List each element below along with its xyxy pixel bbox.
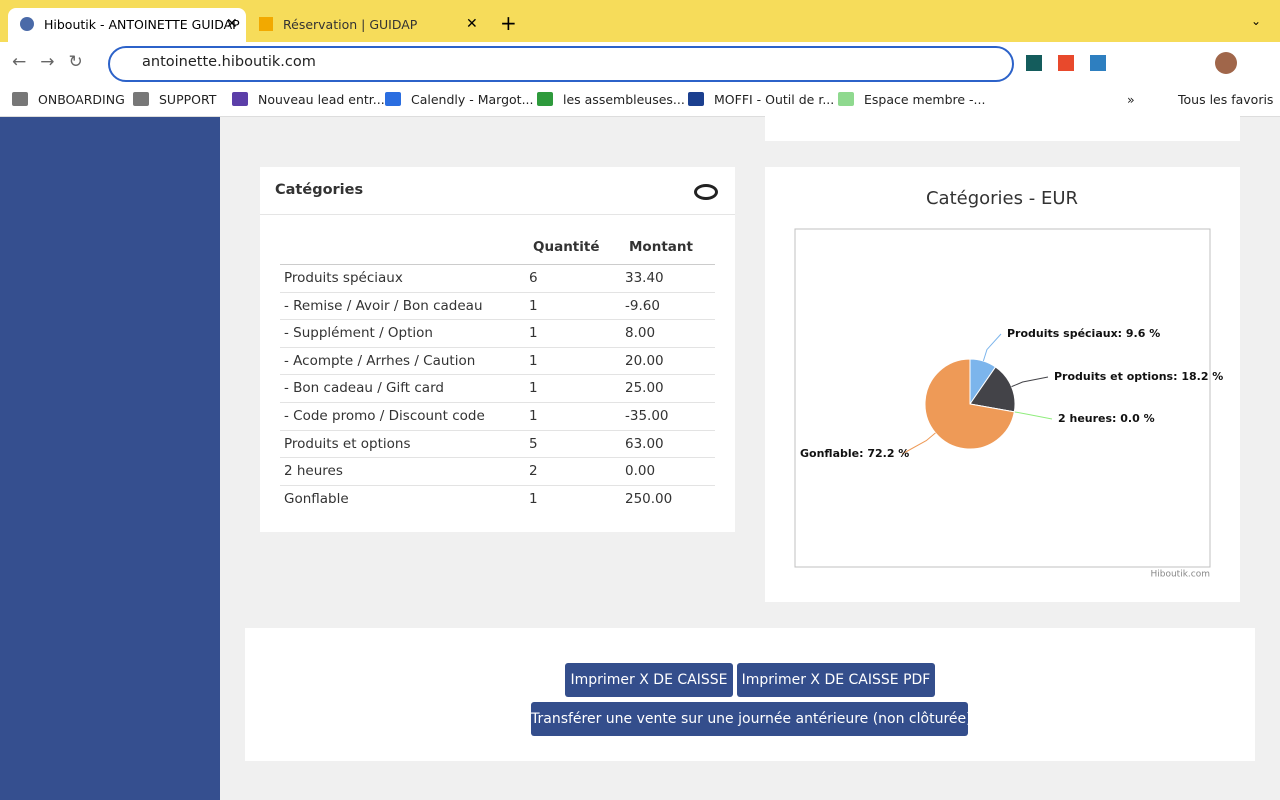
- cell-number: 63.00: [625, 435, 664, 452]
- cell-number: 1: [529, 408, 538, 424]
- tab-title: Réservation | GUIDAP: [283, 17, 418, 32]
- data-label: Produits spéciaux: 9.6 %: [1007, 327, 1160, 340]
- data-label: 2 heures: 0.0 %: [1058, 412, 1155, 425]
- table-card: [260, 167, 735, 532]
- cell-number: 33.40: [625, 270, 664, 286]
- cell-label: Gonflable: [284, 490, 349, 507]
- cell-label: - Remise / Avoir / Bon cadeau: [284, 297, 483, 314]
- chart: Catégories - EUR Hiboutik.com Produits s…: [794, 188, 1223, 580]
- plot-border: [794, 228, 1211, 568]
- nav-buttons[interactable]: ←→↻: [12, 52, 97, 72]
- cell-number: 1: [529, 490, 538, 507]
- connector: [901, 432, 936, 455]
- bookmark[interactable]: SUPPORT: [159, 92, 217, 107]
- row-divider: [280, 484, 715, 486]
- favicon: [259, 17, 273, 31]
- extension[interactable]: [1090, 55, 1106, 71]
- bookmark[interactable]: Nouveau lead entr...: [258, 92, 385, 107]
- data-label: Gonflable: 72.2 %: [800, 447, 909, 460]
- row-divider: [280, 429, 715, 431]
- connector: [982, 333, 1002, 362]
- row-divider: [280, 346, 715, 348]
- row-divider: [280, 291, 715, 293]
- all-bookmarks[interactable]: Tous les favoris: [1178, 92, 1274, 107]
- cell-number: 8.00: [625, 325, 656, 342]
- chart-title: Catégories - EUR: [926, 188, 1078, 209]
- tab[interactable]: Réservation | GUIDAP: [247, 8, 487, 42]
- favicon: [20, 17, 34, 31]
- card-title: Catégories: [275, 182, 364, 198]
- pie-slice: [969, 366, 1016, 413]
- bookmark[interactable]: les assembleuses...: [563, 92, 685, 107]
- pie-slice: [924, 358, 1015, 450]
- cell-label: 2 heures: [284, 463, 343, 480]
- cell-number: 5: [529, 435, 538, 452]
- credit: Hiboutik.com: [1150, 570, 1210, 580]
- card: [765, 116, 1240, 141]
- close-tab[interactable]: ✕: [466, 16, 478, 32]
- new-tab[interactable]: +: [500, 11, 517, 35]
- cell-number: 250.00: [625, 490, 673, 507]
- cell-label: - Supplément / Option: [284, 325, 433, 342]
- tab[interactable]: Hiboutik - ANTOINETTE GUIDAP: [8, 8, 246, 42]
- cell-number: 1: [529, 297, 538, 314]
- cell-number: 2: [529, 463, 538, 480]
- bookmark-icon: [385, 92, 401, 106]
- divider: [280, 264, 715, 265]
- cell-number: 6: [529, 270, 538, 286]
- bookmark-icon: [12, 92, 28, 106]
- bookmark-icon: [838, 92, 854, 106]
- button[interactable]: Imprimer X DE CAISSE: [565, 663, 733, 697]
- close-tab[interactable]: ✕: [226, 16, 238, 32]
- divider: [260, 214, 735, 215]
- column-header: Montant: [629, 239, 693, 255]
- extension[interactable]: [1026, 55, 1042, 71]
- extension[interactable]: [1058, 55, 1074, 71]
- eye-icon[interactable]: [694, 184, 718, 200]
- cell-label: - Acompte / Arrhes / Caution: [284, 352, 476, 369]
- more-bookmarks[interactable]: »: [1127, 92, 1135, 107]
- cell-number: 1: [529, 325, 538, 342]
- address-bar[interactable]: [108, 46, 1014, 82]
- bookmark[interactable]: Espace membre -...: [864, 92, 986, 107]
- button[interactable]: Imprimer X DE CAISSE PDF: [737, 663, 935, 697]
- row-divider: [280, 457, 715, 459]
- cell-label: Produits et options: [284, 435, 411, 452]
- column-header: Quantité: [533, 239, 600, 255]
- cell-label: - Bon cadeau / Gift card: [284, 380, 444, 397]
- cell-number: 1: [529, 380, 538, 397]
- bookmark[interactable]: ONBOARDING: [38, 92, 125, 107]
- cell-number: 1: [529, 352, 538, 369]
- connector: [1014, 411, 1053, 420]
- cell-number: 20.00: [625, 352, 664, 369]
- bookmark-icon: [537, 92, 553, 106]
- toolbar: [0, 42, 1280, 117]
- cell-number: 0.00: [625, 463, 656, 480]
- row-divider: [280, 402, 715, 403]
- url: antoinette.hiboutik.com: [142, 54, 316, 70]
- tab-title: Hiboutik - ANTOINETTE GUIDAP: [44, 17, 240, 32]
- sidebar: [0, 117, 220, 800]
- cell-number: 25.00: [625, 380, 664, 397]
- bookmark[interactable]: Calendly - Margot...: [411, 92, 534, 107]
- bookmark-icon: [232, 92, 248, 106]
- profile[interactable]: [1215, 52, 1237, 74]
- cell-number: -35.00: [625, 408, 669, 424]
- row-divider: [280, 319, 715, 321]
- cell-label: - Code promo / Discount code: [284, 408, 485, 424]
- bookmark-icon: [688, 92, 704, 106]
- row-divider: [280, 374, 715, 376]
- tab-menu[interactable]: ⌄: [1251, 14, 1262, 28]
- data-label: Produits et options: 18.2 %: [1054, 370, 1223, 383]
- cell-number: -9.60: [625, 297, 660, 314]
- cell-label: Produits spéciaux: [284, 270, 403, 286]
- bookmark-icon: [133, 92, 149, 106]
- button[interactable]: Transférer une vente sur une journée ant…: [531, 702, 972, 736]
- bookmark[interactable]: MOFFI - Outil de r...: [714, 92, 835, 107]
- connector: [1011, 376, 1049, 388]
